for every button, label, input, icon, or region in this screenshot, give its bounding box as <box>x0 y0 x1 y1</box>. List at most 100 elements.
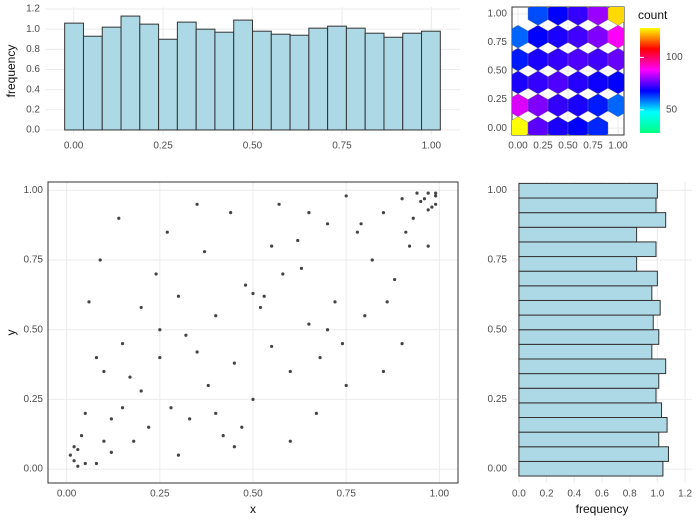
point <box>314 411 318 415</box>
point <box>270 344 274 349</box>
bar <box>101 26 122 131</box>
bar <box>518 241 657 258</box>
point <box>426 244 430 248</box>
y-tick-label: 0.00 <box>488 464 508 475</box>
x-tick-label: 0.75 <box>583 141 603 152</box>
point <box>258 305 263 310</box>
hex-cell <box>527 93 549 118</box>
point <box>270 244 274 248</box>
bar <box>518 329 660 345</box>
point <box>251 397 255 401</box>
point <box>195 202 199 206</box>
point <box>325 222 330 226</box>
y-tick-label: 0.00 <box>488 123 508 134</box>
x-tick-label: 0.8 <box>623 489 637 500</box>
point <box>240 425 244 429</box>
y-tick-label: 0.00 <box>24 464 44 475</box>
hex-cell <box>527 116 549 135</box>
bar <box>518 460 664 477</box>
y-tick-label: 1.00 <box>488 8 508 19</box>
hex-cell <box>547 70 569 95</box>
hex-cell <box>587 24 609 49</box>
point <box>109 417 113 421</box>
point <box>299 266 304 270</box>
y-tick-label: 1.0 <box>26 24 40 35</box>
bar <box>327 25 347 131</box>
y-tick-label: 0.75 <box>488 37 508 48</box>
point <box>102 439 106 443</box>
bar <box>233 19 253 131</box>
point <box>340 342 345 346</box>
point <box>158 328 162 332</box>
hex-cell <box>547 93 569 118</box>
point <box>400 197 404 201</box>
point <box>94 355 99 360</box>
hex-cell <box>567 116 589 135</box>
point <box>344 194 348 198</box>
hex-cell <box>527 24 549 49</box>
x-tick-label: 0.75 <box>336 489 356 500</box>
hex-cell <box>512 93 529 118</box>
point <box>251 291 255 296</box>
point <box>76 464 80 468</box>
point <box>76 447 80 452</box>
point <box>232 361 236 365</box>
point <box>407 244 412 248</box>
y-tick-label: 0.75 <box>24 255 44 266</box>
point <box>214 314 218 318</box>
bar <box>518 270 658 287</box>
hex-cell <box>567 7 589 26</box>
point <box>195 350 199 354</box>
y-axis-label: y <box>4 330 18 336</box>
hex-cell <box>547 116 569 135</box>
hex-cell <box>587 47 609 72</box>
y-tick-label: 0.2 <box>26 104 40 115</box>
bar <box>518 417 668 433</box>
point <box>184 333 188 337</box>
x-tick-label: 0.25 <box>150 489 170 500</box>
panel-border <box>47 181 459 484</box>
point <box>281 272 285 276</box>
point <box>381 369 386 374</box>
point <box>422 197 427 201</box>
bar <box>518 256 638 272</box>
colorbar-label: 50 <box>666 105 678 116</box>
point <box>400 342 404 346</box>
hex-cell <box>547 24 569 49</box>
point <box>370 258 374 262</box>
hex-cell <box>607 70 624 95</box>
bar <box>518 197 657 214</box>
bar <box>518 299 661 316</box>
point <box>434 202 438 206</box>
hex-cell <box>587 70 609 95</box>
point <box>288 439 292 443</box>
point <box>147 425 151 429</box>
panel-border <box>511 6 625 136</box>
point <box>169 406 173 410</box>
hex-cell <box>607 93 624 118</box>
point <box>165 230 169 234</box>
bar <box>518 387 657 404</box>
bar <box>518 358 667 375</box>
bar <box>139 23 160 131</box>
x-tick-label: 0.4 <box>567 489 581 500</box>
y-tick-label: 0.75 <box>488 255 508 266</box>
y-tick-label: 0.0 <box>26 125 40 136</box>
x-axis-label: x <box>250 502 256 516</box>
x-tick-label: 0.50 <box>243 489 263 500</box>
x-tick-label: 1.2 <box>678 489 692 500</box>
bar <box>518 446 669 462</box>
bar <box>518 212 667 228</box>
point <box>243 283 248 287</box>
hex-cell <box>587 7 609 26</box>
point <box>79 434 84 438</box>
x-tick-label: 0.00 <box>508 141 528 152</box>
hex-cell <box>512 116 529 135</box>
point <box>411 216 415 220</box>
point <box>333 300 337 304</box>
point <box>87 300 91 304</box>
hex-cell <box>567 47 589 72</box>
point <box>128 375 132 379</box>
bar <box>308 27 329 131</box>
y-tick-label: 0.25 <box>24 394 44 405</box>
